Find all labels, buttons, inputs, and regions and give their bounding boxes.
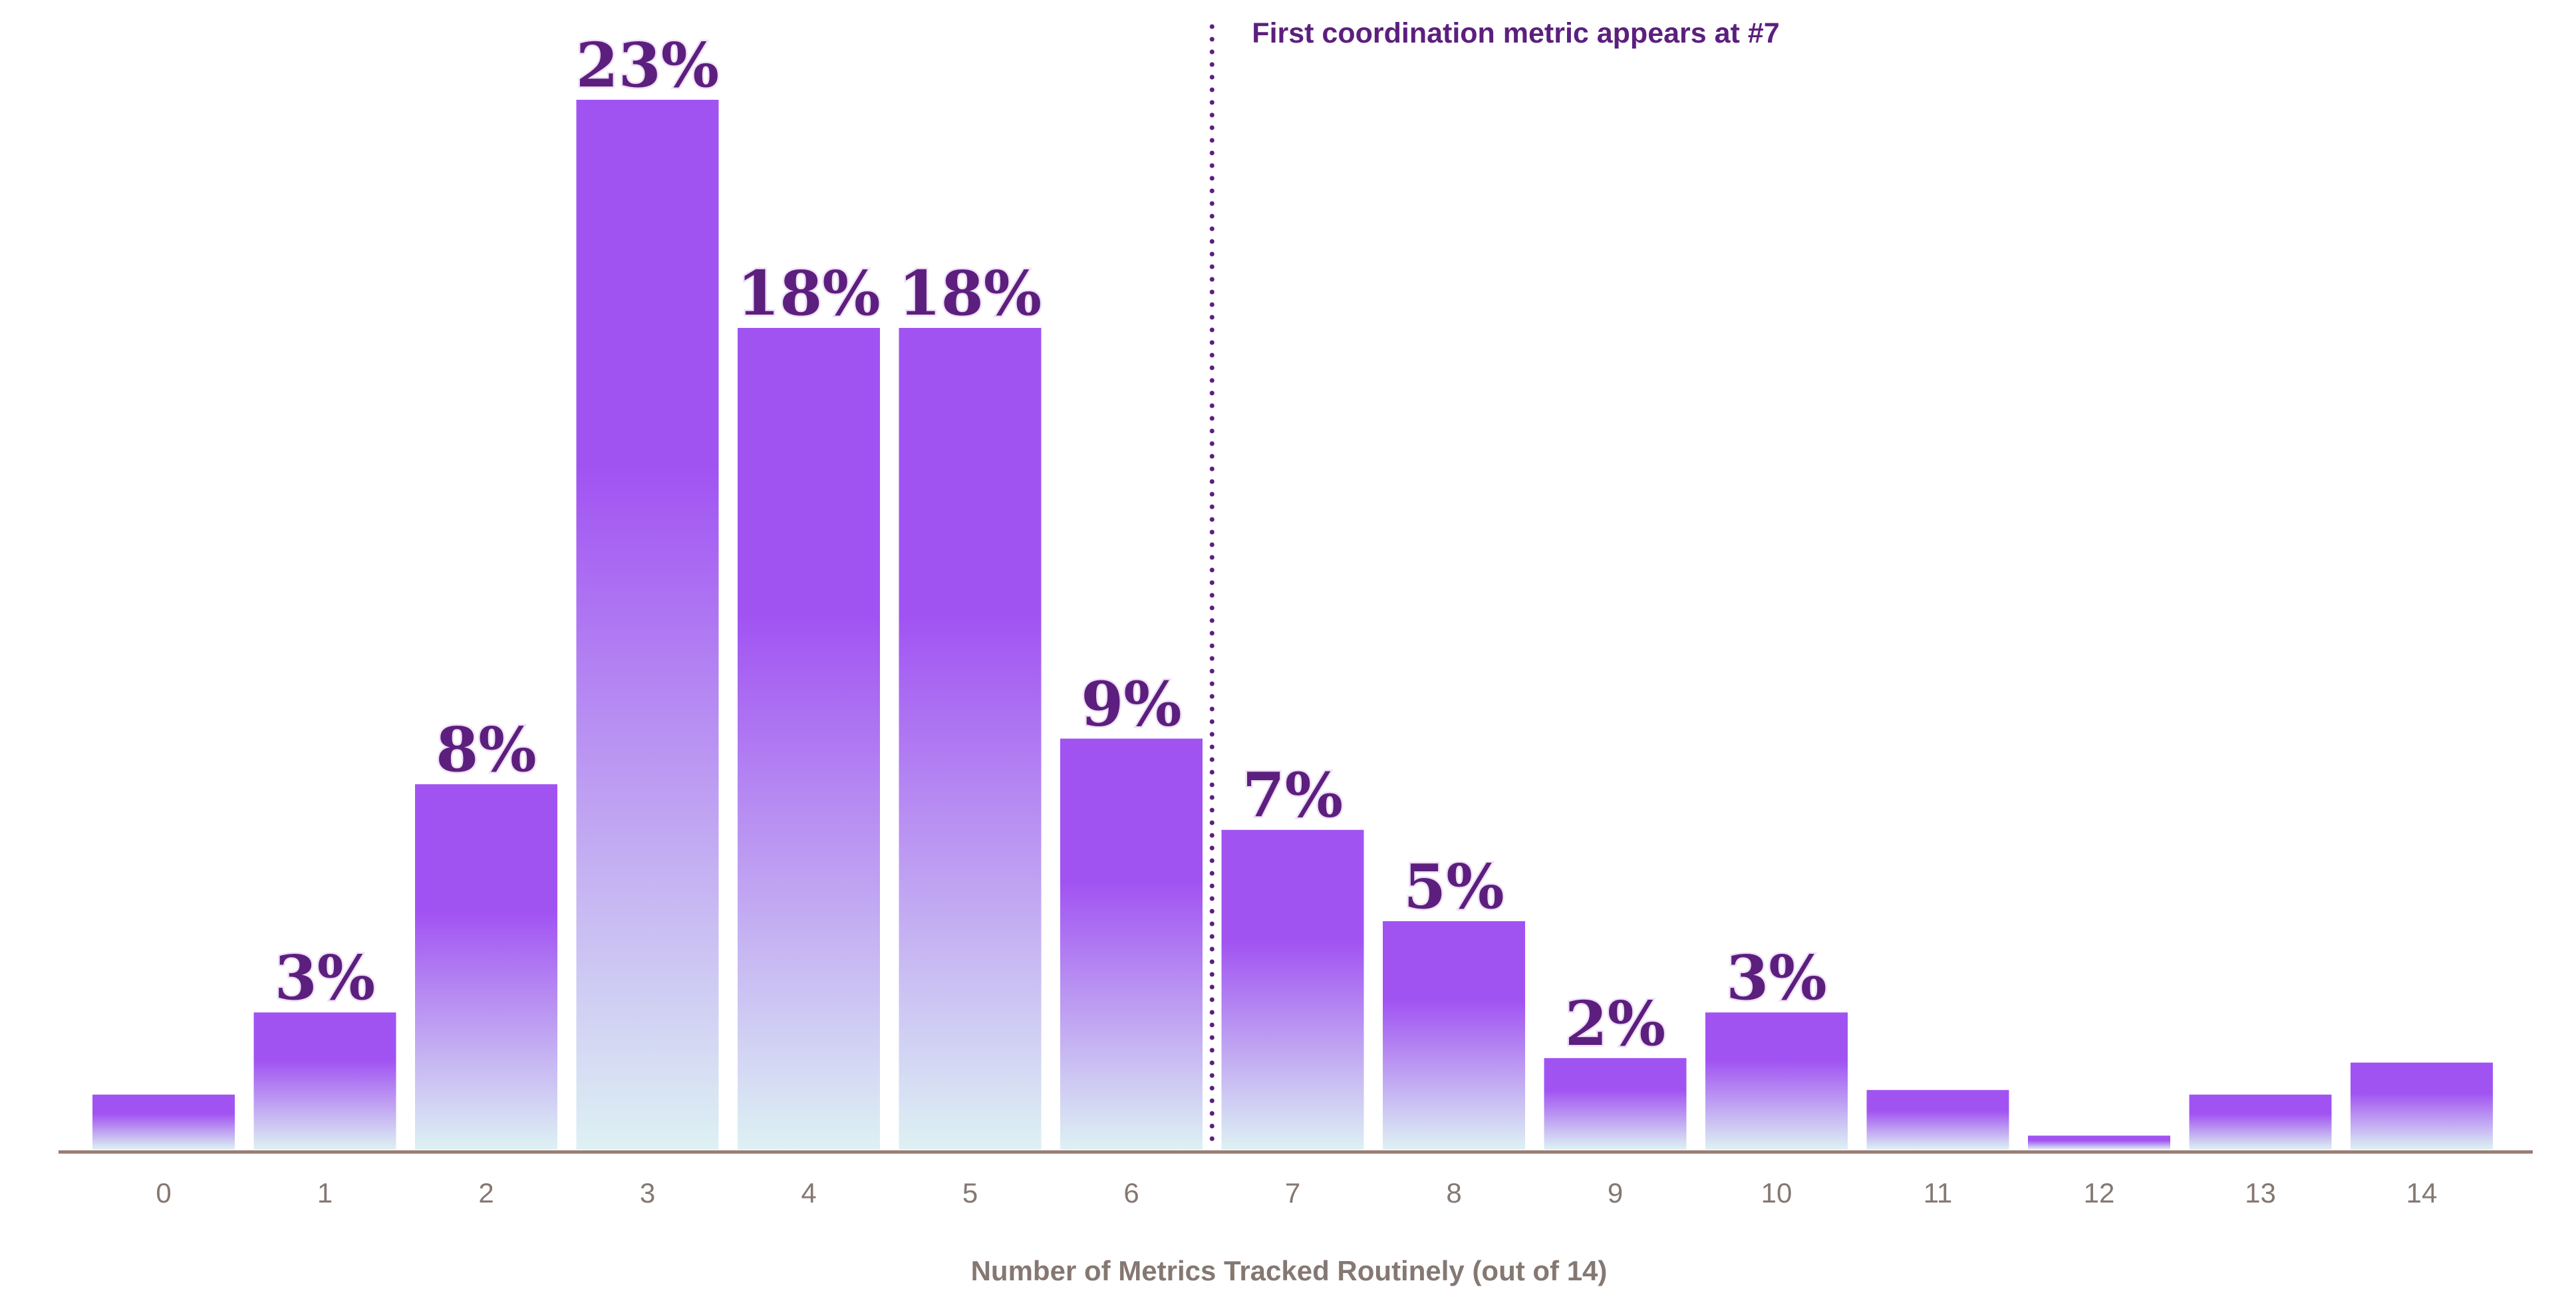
bar-5 [899,328,1042,1149]
bar-1 [253,1012,396,1149]
x-tick-label-1: 1 [317,1177,333,1209]
data-label-8: 5% [1403,851,1504,923]
x-tick-label-11: 11 [1924,1177,1953,1209]
x-axis-title: Number of Metrics Tracked Routinely (out… [971,1255,1608,1286]
bar-7 [1221,829,1364,1149]
bars [92,100,2493,1149]
bar-13 [2189,1094,2332,1149]
x-tick-label-7: 7 [1285,1177,1300,1209]
data-label-10: 3% [1726,942,1826,1014]
x-tick-label-6: 6 [1123,1177,1139,1209]
x-tick-label-8: 8 [1446,1177,1461,1209]
bar-9 [1544,1058,1687,1149]
x-tick-label-3: 3 [640,1177,655,1209]
bar-14 [2351,1062,2493,1149]
bar-12 [2028,1135,2170,1149]
bar-2 [415,784,557,1149]
data-label-5: 18% [899,257,1042,329]
bar-3 [576,100,719,1149]
x-tick-label-5: 5 [962,1177,978,1209]
bar-4 [738,328,880,1149]
bar-6 [1060,738,1203,1149]
x-tick-labels: 0 1 2 3 4 5 6 7 8 9 10 11 12 13 14 [156,1177,2437,1209]
annotation-text: First coordination metric appears at #7 [1252,17,1779,49]
bar-11 [1866,1089,2009,1149]
data-label-4: 18% [737,257,880,329]
x-tick-label-9: 9 [1608,1177,1623,1209]
x-tick-label-12: 12 [2084,1177,2115,1209]
x-tick-label-14: 14 [2406,1177,2438,1209]
data-label-1: 3% [275,942,375,1014]
bar-8 [1383,921,1525,1149]
bar-0 [92,1094,235,1149]
x-tick-label-13: 13 [2245,1177,2276,1209]
bar-10 [1705,1012,1848,1149]
data-label-2: 8% [436,714,536,786]
data-label-6: 9% [1081,668,1181,740]
x-tick-label-10: 10 [1761,1177,1792,1209]
data-labels: 3% 8% 23% 18% 18% 9% 7% 5% 2% 3% [273,28,1828,1062]
data-label-7: 7% [1242,760,1343,831]
x-tick-label-4: 4 [801,1177,816,1209]
data-label-9: 2% [1565,988,1665,1060]
x-tick-label-2: 2 [478,1177,494,1209]
data-label-3: 23% [576,29,719,101]
x-tick-label-0: 0 [156,1177,171,1209]
